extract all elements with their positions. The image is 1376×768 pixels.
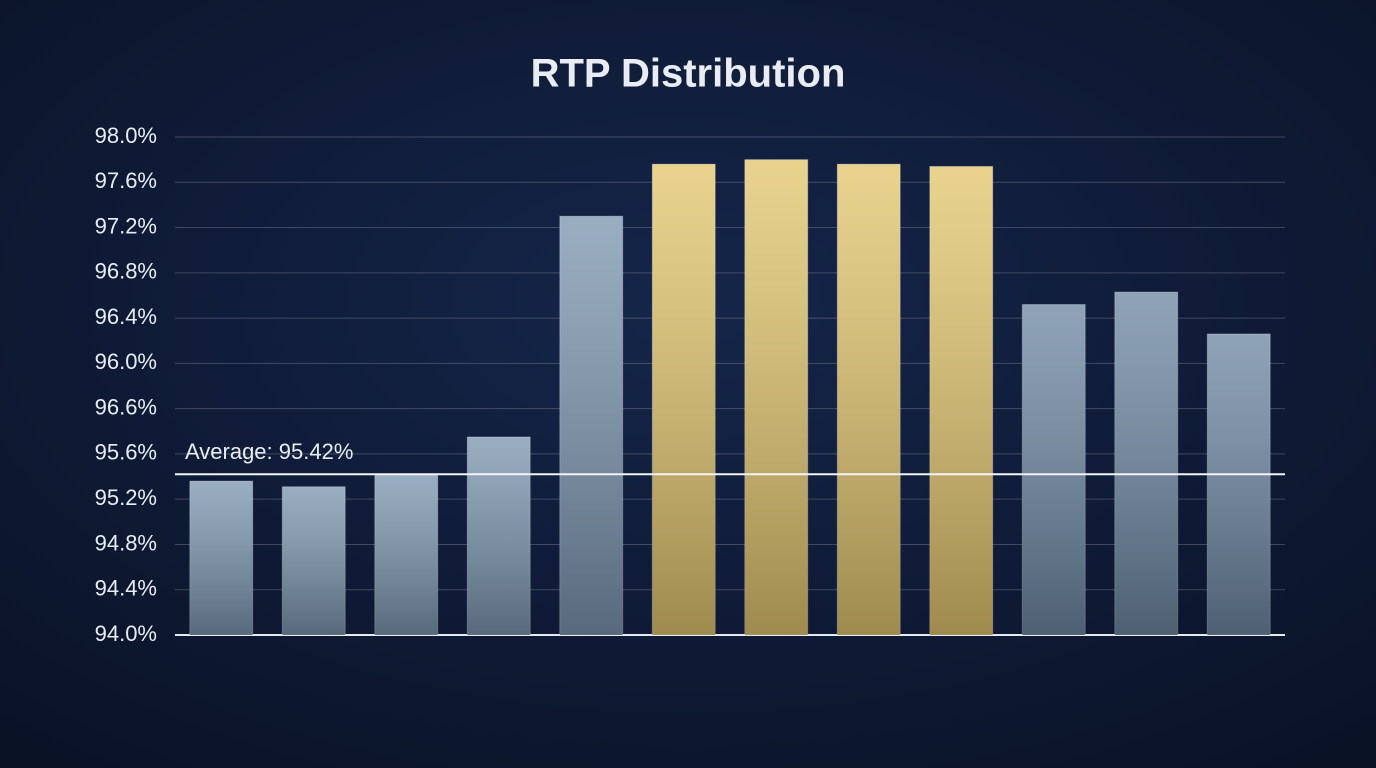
average-label: Average: 95.42%	[185, 439, 353, 464]
bar	[189, 480, 254, 636]
bar	[744, 159, 809, 636]
y-tick-label: 97.2%	[95, 213, 157, 238]
bar	[1114, 291, 1179, 636]
bar	[836, 163, 901, 636]
bar	[1206, 333, 1271, 636]
y-tick-label: 96.0%	[95, 349, 157, 374]
y-tick-label: 96.4%	[95, 304, 157, 329]
bar	[929, 165, 994, 636]
y-tick-label: 97.6%	[95, 168, 157, 193]
bar	[466, 436, 531, 636]
y-tick-label: 95.6%	[95, 440, 157, 465]
bar	[559, 215, 624, 636]
y-tick-label: 94.4%	[95, 576, 157, 601]
y-tick-label: 95.2%	[95, 485, 157, 510]
y-tick-label: 96.6%	[95, 394, 157, 419]
bar	[1021, 304, 1086, 636]
bar	[281, 486, 346, 636]
y-tick-label: 96.8%	[95, 259, 157, 284]
bar	[651, 163, 716, 636]
y-tick-label: 94.8%	[95, 530, 157, 555]
chart-title: RTP Distribution	[531, 52, 846, 96]
y-tick-label: 98.0%	[95, 123, 157, 148]
y-tick-label: 94.0%	[95, 621, 157, 646]
bar	[374, 473, 439, 636]
